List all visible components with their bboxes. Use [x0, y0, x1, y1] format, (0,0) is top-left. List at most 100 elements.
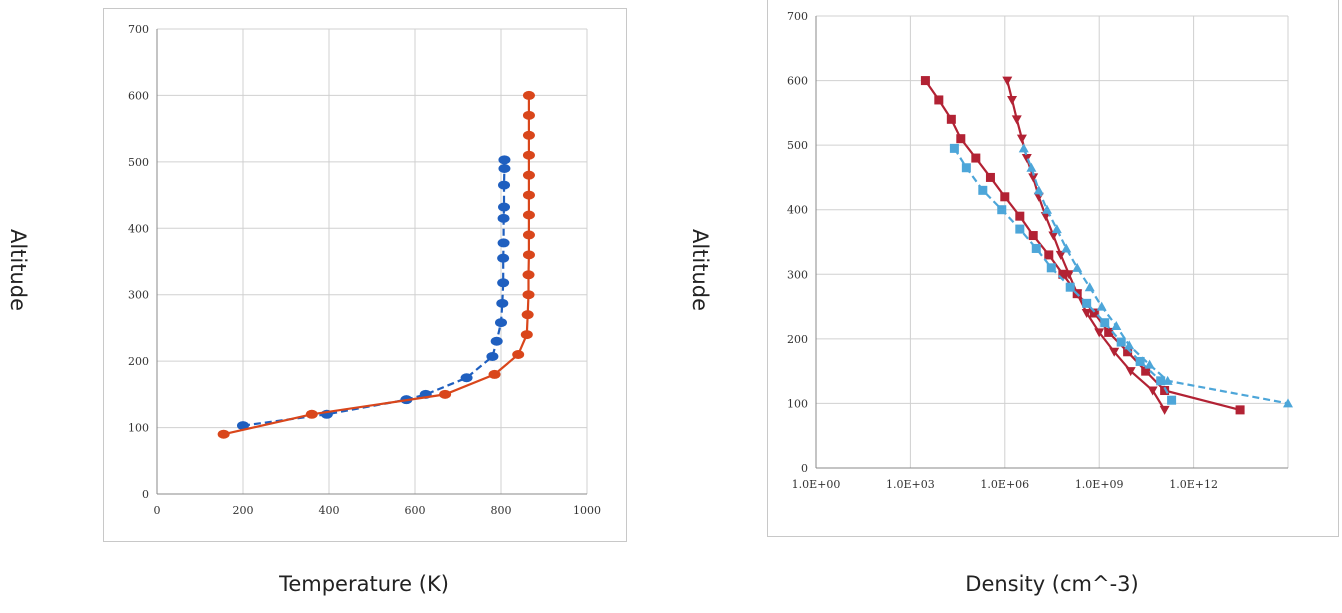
chart2-series2-point — [1055, 250, 1066, 260]
chart2-series3-point — [1116, 337, 1126, 347]
chart1-series1-point — [497, 253, 510, 263]
chart1-series2-point — [522, 270, 535, 280]
chart1-series1-point — [498, 155, 511, 165]
x-tick-label: 1.0E+03 — [886, 478, 935, 491]
chart2-series4-point — [1162, 375, 1173, 385]
left-x-axis-label: Temperature (K) — [279, 572, 449, 596]
chart1-series2-point — [520, 330, 533, 340]
chart2-series4-point — [1051, 224, 1062, 234]
y-tick-label: 500 — [787, 139, 808, 152]
chart2-series1-line — [924, 79, 1241, 411]
y-tick-label: 200 — [128, 355, 149, 368]
chart1-series2-line — [223, 95, 530, 436]
chart2-series3-point — [1100, 318, 1110, 328]
chart1-series2-point — [522, 190, 535, 200]
chart1-series1-point — [498, 202, 511, 212]
chart2-series1-point — [1044, 250, 1054, 260]
chart2-series1-point — [934, 95, 944, 105]
y-tick-label: 400 — [787, 204, 808, 217]
x-tick-label: 800 — [491, 504, 512, 517]
density-chart: 0 100 200 300 400 500 600 700 1.0E+00 1.0E+03 1.0E… — [787, 10, 1293, 491]
chart1-series2-point — [512, 350, 525, 359]
y-tick-label: 300 — [787, 268, 808, 281]
chart2-series4-point — [1033, 185, 1044, 195]
chart1-series1-point — [490, 336, 503, 346]
chart2-series1-point — [971, 153, 981, 163]
chart2-series4-point — [1026, 162, 1037, 172]
chart1-series2-point — [488, 369, 501, 379]
chart1-series1-point — [237, 421, 249, 431]
chart2-series1-point — [1235, 405, 1245, 415]
x-tick-label: 1.0E+06 — [980, 478, 1029, 491]
chart2-series3-point — [1065, 282, 1075, 292]
chart2-series3-point — [1015, 224, 1025, 234]
chart2-series1-point — [1028, 231, 1038, 241]
chart2-series3-point — [978, 185, 988, 195]
x-tick-label: 200 — [233, 504, 254, 517]
chart2-series4-point — [1042, 204, 1053, 214]
chart2-series4-point — [1018, 143, 1029, 153]
chart1-series1-point — [495, 318, 507, 328]
y-tick-label: 600 — [128, 89, 149, 102]
chart2-series2-point — [1109, 347, 1120, 357]
chart1-series2-point — [521, 310, 534, 320]
chart2-series3-point — [1082, 298, 1092, 308]
chart2-series4-point — [1084, 282, 1095, 292]
chart1-series2-point — [522, 130, 535, 140]
x-tick-label: 400 — [319, 504, 340, 517]
chart2-series1-point — [956, 134, 966, 144]
chart2-series3-point — [1031, 243, 1041, 253]
chart2-series4-point — [1061, 243, 1072, 253]
chart1-series1-point — [497, 238, 510, 248]
y-tick-label: 100 — [128, 422, 149, 435]
chart2-series2-point — [1011, 115, 1022, 125]
chart1-series1-point — [497, 213, 510, 223]
chart2-series1-point — [1160, 386, 1170, 396]
chart2-series1-point — [920, 76, 930, 86]
chart1-series2-point — [522, 90, 535, 100]
chart2-series3-point — [1167, 395, 1177, 405]
y-tick-label: 700 — [128, 23, 149, 36]
y-tick-label: 500 — [128, 156, 149, 169]
chart1-series2-point — [522, 230, 535, 240]
chart1-series2-point — [522, 170, 535, 180]
chart2-series4-point — [1283, 398, 1293, 408]
chart1-series1-point — [486, 351, 499, 361]
chart2-series4-point — [1144, 359, 1155, 369]
chart2-series1-point — [1058, 269, 1068, 279]
chart1-series2-point — [522, 250, 535, 260]
chart1-series2-point — [439, 389, 452, 399]
chart1-series2-point — [522, 210, 535, 220]
chart2-series3-point — [1046, 263, 1056, 273]
chart2-series4-point — [1111, 320, 1122, 330]
chart2-series1-point — [1123, 347, 1133, 357]
chart1-series2-point — [522, 110, 535, 120]
chart2-series2-point — [1147, 386, 1158, 396]
chart2-series1-point — [1000, 192, 1010, 202]
chart1-series1-point — [496, 298, 509, 308]
chart2-series2-point — [1021, 154, 1032, 164]
y-tick-label: 600 — [787, 75, 808, 88]
y-tick-label: 0 — [801, 462, 808, 475]
x-tick-label: 0 — [154, 504, 161, 517]
chart2-series2-point — [1048, 231, 1059, 241]
chart2-series2-point — [1007, 95, 1018, 105]
chart1-series1-line — [242, 159, 506, 427]
y-tick-label: 400 — [128, 222, 149, 235]
chart2-series2-point — [1016, 134, 1027, 144]
chart2-series1-point — [1104, 327, 1114, 337]
chart1-series1-point — [498, 180, 511, 190]
chart1-series1-point — [497, 278, 510, 288]
chart2-series1-point — [1015, 211, 1025, 221]
chart1-series2-point — [217, 429, 230, 439]
chart2-series3-point — [961, 163, 971, 173]
chart2-series1-point — [946, 114, 956, 124]
chart2-series2-point — [1002, 76, 1013, 86]
density-chart-frame: 0 100 200 300 400 500 600 700 1.0E+00 1.0E+03 1.0E… — [767, 0, 1339, 537]
chart2-series2-point — [1125, 367, 1136, 377]
left-y-axis-label: Altitude — [6, 228, 30, 312]
temperature-chart: 0 100 200 300 400 500 600 700 0 200 400 600 800 1000 — [128, 23, 601, 517]
y-tick-label: 100 — [787, 397, 808, 410]
chart2-series2-point — [1094, 328, 1105, 338]
chart2-series2-point — [1081, 309, 1092, 319]
